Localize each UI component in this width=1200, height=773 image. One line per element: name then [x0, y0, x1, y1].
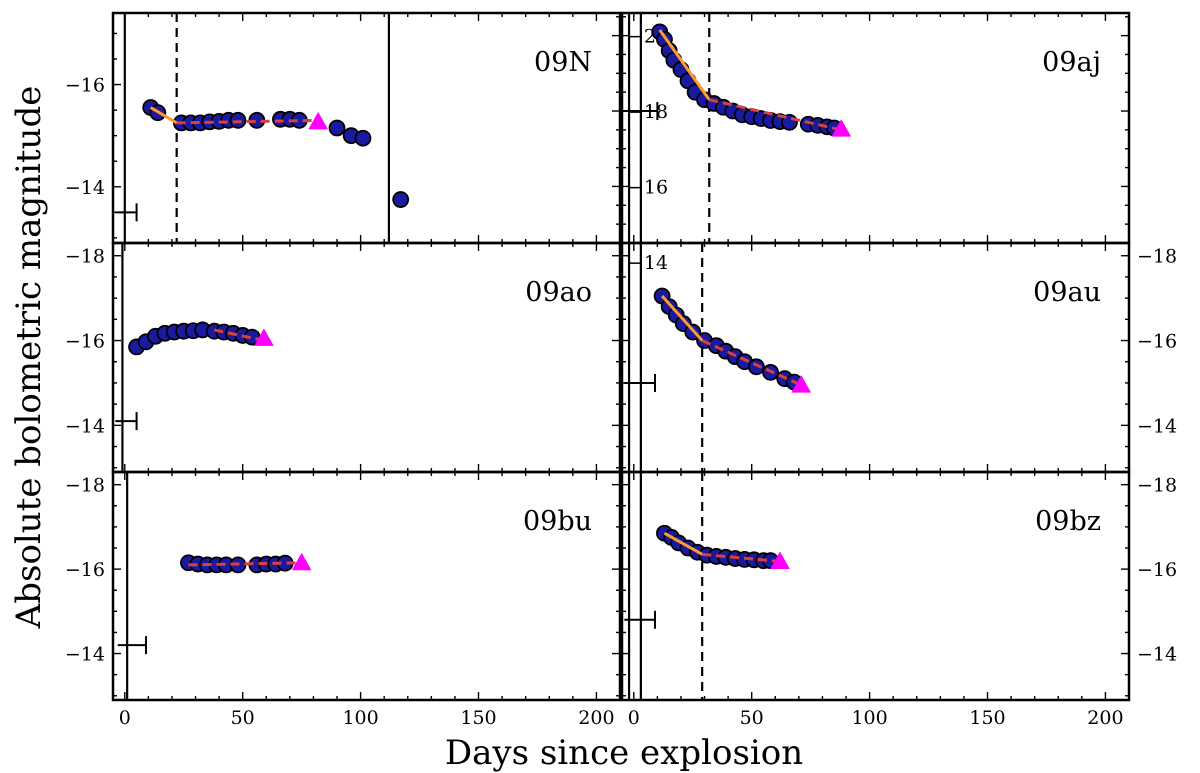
y-tick-label: −18 — [65, 246, 105, 268]
last-point-marker — [291, 552, 312, 571]
x-tick-label: 0 — [628, 707, 640, 729]
panel-frame — [111, 470, 622, 702]
late-slope-fit — [701, 339, 802, 387]
y-tick-label: −16 — [65, 559, 105, 581]
panel-label: 09aj — [1042, 47, 1101, 78]
last-point-marker — [831, 119, 852, 137]
x-tick-label: 150 — [969, 707, 1005, 729]
late-slope-fit — [708, 98, 842, 132]
y-axis-label: Absolute bolometric magnitude — [9, 86, 49, 630]
y-tick-label: −14 — [65, 177, 105, 199]
panel-label: 09au — [1033, 277, 1101, 308]
last-point-marker — [254, 328, 274, 346]
late-slope-fit — [176, 118, 319, 125]
data-point — [748, 358, 765, 376]
x-axis-label: Days since explosion — [445, 733, 803, 773]
right-y-tick-label: −14 — [628, 252, 668, 274]
last-point-marker — [791, 375, 812, 393]
right-y-tick-label: −18 — [1137, 475, 1177, 497]
x-tick-label: 50 — [740, 707, 764, 729]
early-slope-fit — [660, 295, 704, 342]
x-tick-label: 50 — [231, 707, 255, 729]
panel-frame — [620, 470, 1131, 702]
right-y-tick-label: −16 — [1137, 331, 1177, 353]
right-y-tick-label: −14 — [1137, 644, 1177, 666]
late-slope-fit — [214, 328, 265, 343]
panel-label: 09bu — [523, 506, 592, 537]
panel-label: 09bz — [1035, 506, 1101, 537]
panel-09bu: 0 50 100 150 200 −14 −16 −18 09bu — [65, 470, 622, 729]
panel-09bz: 0 50 100 150 200 −14 −16 −18 09bz — [620, 470, 1177, 729]
y-tick-label: −16 — [65, 331, 105, 353]
early-slope-fit — [149, 106, 178, 125]
x-tick-label: 100 — [342, 707, 378, 729]
x-tick-label: 200 — [578, 707, 614, 729]
data-point — [392, 191, 410, 208]
right-y-tick-label: −18 — [1137, 246, 1177, 268]
early-slope-fit — [658, 29, 711, 101]
y-tick-label: −14 — [65, 644, 105, 666]
late-slope-fit — [188, 561, 302, 567]
panel-09ao: −14 −16 −18 09ao — [65, 241, 622, 474]
right-y-tick-label: −16 — [1137, 559, 1177, 581]
panel-label: 09N — [534, 47, 592, 78]
right-y-tick-label: −14 — [1137, 415, 1177, 437]
last-point-marker — [308, 111, 329, 130]
data-point — [354, 129, 372, 147]
panel-09au: −14 −16 −18 09au — [620, 241, 1177, 474]
x-tick-label: 200 — [1087, 707, 1123, 729]
early-slope-fit — [663, 531, 703, 556]
panel-09aj: 09aj — [620, 11, 1131, 245]
x-tick-label: 0 — [119, 707, 131, 729]
y-tick-label: −14 — [65, 415, 105, 437]
y-tick-label: −18 — [65, 475, 105, 497]
x-tick-label: 150 — [460, 707, 496, 729]
x-tick-label: 100 — [851, 707, 887, 729]
right-y-tick-label: −16 — [628, 176, 668, 198]
data-point — [328, 119, 346, 137]
panel-label: 09ao — [525, 277, 592, 308]
last-point-marker — [770, 551, 790, 570]
y-tick-label: −16 — [65, 75, 105, 97]
